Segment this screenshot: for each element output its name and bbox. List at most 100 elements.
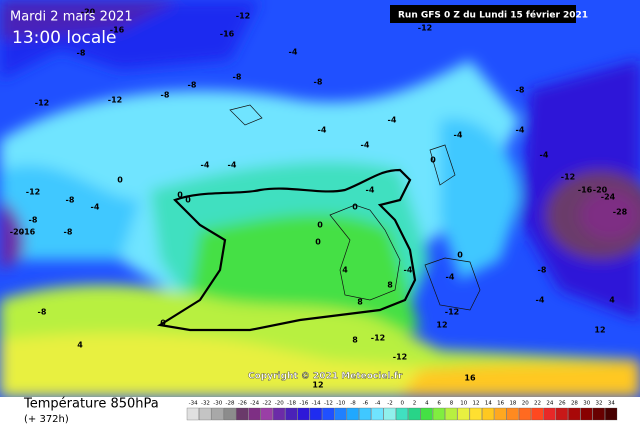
- contour-label: -4: [540, 151, 549, 160]
- legend-swatch: [248, 407, 261, 421]
- contour-label: -20: [10, 228, 25, 237]
- zero-isotherm: [156, 168, 417, 332]
- legend-swatch: [543, 407, 556, 421]
- contour-label: 0: [185, 196, 191, 205]
- contour-label: 0: [315, 238, 321, 247]
- contour-label: -12: [371, 334, 385, 343]
- contour-label: 0: [457, 251, 463, 260]
- legend-swatch: [482, 407, 495, 421]
- run-info: Run GFS 0 Z du Lundi 15 février 2021: [398, 10, 588, 21]
- contour-label: -20: [593, 186, 608, 195]
- legend-swatch: [580, 407, 593, 421]
- contour-label: -8: [538, 266, 547, 275]
- contour-label: -12: [35, 99, 49, 108]
- footer-title: Température 850hPa: [23, 397, 159, 412]
- temperature-field: [0, 0, 640, 397]
- contour-label: -4: [361, 141, 370, 150]
- legend-tick-label: -34: [189, 401, 198, 407]
- contour-label: 12: [312, 381, 323, 390]
- contour-label: 4: [609, 296, 615, 305]
- legend-swatch: [506, 407, 519, 421]
- legend-tick-label: -16: [299, 401, 308, 407]
- legend-tick-label: -2: [387, 401, 392, 407]
- legend-tick-label: -20: [275, 401, 284, 407]
- legend-tick-label: 0: [401, 401, 405, 407]
- legend-swatch: [518, 407, 532, 421]
- contour-label: -8: [314, 78, 323, 87]
- legend-swatch: [359, 407, 372, 421]
- contour-label: -12: [26, 188, 40, 197]
- legend-tick-label: -32: [201, 401, 210, 407]
- contour-label: 16: [464, 374, 476, 383]
- date-label: Mardi 2 mars 2021: [10, 10, 133, 25]
- contour-label: -4: [228, 161, 237, 170]
- contour-label: 0: [430, 156, 436, 165]
- contour-label: -4: [404, 266, 413, 275]
- legend-tick-label: -26: [238, 401, 247, 407]
- legend-tick-label: 22: [534, 401, 541, 407]
- legend-swatch: [260, 407, 273, 421]
- contour-label: 0: [352, 203, 358, 212]
- legend-tick-label: 12: [473, 401, 480, 407]
- legend-tick-label: 32: [596, 401, 603, 407]
- contour-label: 0: [160, 319, 166, 328]
- legend-tick-label: 18: [509, 401, 516, 407]
- contour-label: -12: [561, 173, 575, 182]
- legend-tick-label: 10: [460, 401, 467, 407]
- contour-label: -8: [29, 216, 38, 225]
- legend-tick-label: 14: [485, 401, 492, 407]
- legend-swatch: [555, 407, 568, 421]
- legend-tick-label: 2: [413, 401, 417, 407]
- contour-label: -20: [81, 8, 96, 17]
- legend-tick-label: -8: [350, 401, 356, 407]
- contour-label: 0: [177, 191, 183, 200]
- legend-tick-label: -12: [324, 401, 333, 407]
- legend-tick-label: 26: [559, 401, 566, 407]
- legend-swatch: [199, 407, 212, 421]
- legend-tick-label: -10: [336, 401, 345, 407]
- legend-tick-label: 6: [437, 401, 441, 407]
- contour-label: -8: [64, 228, 73, 237]
- contour-label: -4: [289, 48, 298, 57]
- time-label: 13:00 locale: [12, 28, 116, 48]
- legend-tick-label: 24: [546, 401, 553, 407]
- legend-swatch: [383, 407, 396, 421]
- legend-tick-label: -30: [213, 401, 222, 407]
- contour-label: -4: [318, 126, 327, 135]
- legend-tick-label: 30: [583, 401, 590, 407]
- legend-swatch: [309, 407, 322, 421]
- legend-tick-label: 16: [497, 401, 504, 407]
- contour-label: 12: [594, 326, 605, 335]
- legend-swatch: [297, 407, 310, 421]
- contour-label: -12: [393, 353, 407, 362]
- contour-label: 8: [387, 281, 393, 290]
- run-box: [390, 5, 576, 23]
- contour-label: -8: [66, 196, 75, 205]
- legend-swatch: [568, 407, 581, 421]
- contour-label: 0: [117, 176, 123, 185]
- contour-labels: -20-16-12-16-12-8-12-12-8-8 -8-4-8-4-4-4-…: [10, 8, 628, 390]
- contour-label: -4: [366, 186, 375, 195]
- legend-tick-label: 4: [425, 401, 429, 407]
- contour-label: -8: [188, 81, 197, 90]
- contour-label: -16: [110, 26, 125, 35]
- legend-tick-label: -24: [250, 401, 259, 407]
- legend-tick-label: -14: [312, 401, 321, 407]
- legend-tick-label: -28: [226, 401, 235, 407]
- contour-label: -4: [446, 273, 455, 282]
- contour-label: -4: [516, 126, 525, 135]
- contour-label: -8: [233, 73, 242, 82]
- contour-label: -12: [445, 308, 459, 317]
- legend-swatch: [457, 407, 470, 421]
- contour-label: 4: [342, 266, 348, 275]
- copyright: Copyright © 2021 Meteociel.fr: [248, 372, 403, 382]
- contour-label: -4: [536, 296, 545, 305]
- legend-swatch: [186, 407, 199, 421]
- legend-tick-label: -18: [287, 401, 296, 407]
- legend-swatch: [346, 407, 359, 421]
- legend-swatch: [432, 407, 445, 421]
- contour-label: 8: [357, 298, 363, 307]
- contour-label: 4: [77, 341, 83, 350]
